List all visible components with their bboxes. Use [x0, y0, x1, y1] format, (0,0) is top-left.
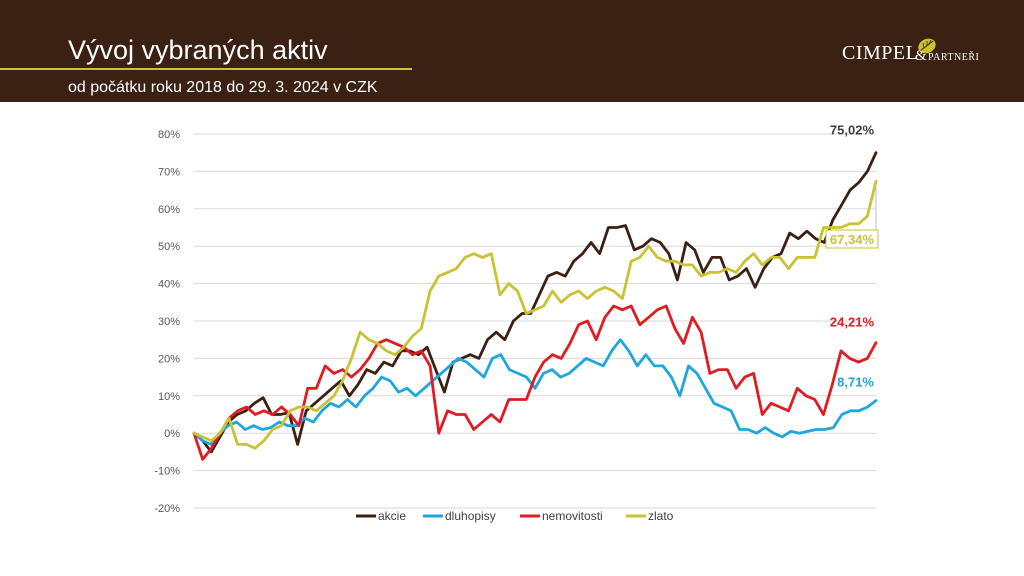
y-tick-label: -20%	[154, 503, 180, 515]
chart-legend: akcie dluhopisy nemovitosti zlato	[356, 509, 674, 523]
y-axis-ticks: -20% -10% 0% 10% 20% 30% 40% 50% 60% 70% 80%	[154, 129, 180, 515]
end-label-akcie: 75,02%	[830, 123, 875, 138]
slide-title: Vývoj vybraných aktiv	[68, 35, 328, 65]
end-value-labels: 75,02% 8,71% 24,21% 67,34%	[825, 123, 879, 390]
end-label-nemovitosti: 24,21%	[830, 315, 875, 330]
chart-series	[192, 151, 878, 461]
y-tick-label: 60%	[158, 204, 180, 216]
y-tick-label: 40%	[158, 279, 180, 291]
end-label-box	[825, 229, 879, 249]
series-line-nemovitosti	[192, 304, 878, 461]
y-tick-label: 50%	[158, 241, 180, 253]
leaf-icon	[918, 38, 936, 54]
legend-label-dluhopisy: dluhopisy	[445, 509, 496, 523]
y-tick-label: 70%	[158, 166, 180, 178]
end-label-dluhopisy: 8,71%	[837, 375, 874, 390]
series-line-dluhopisy	[192, 338, 878, 446]
company-logo: CIMPEL & PARTNEŘI	[842, 38, 992, 72]
y-tick-label: 10%	[158, 391, 180, 403]
logo-ampersand: &	[915, 48, 927, 64]
legend-label-akcie: akcie	[378, 509, 406, 523]
legend-label-nemovitosti: nemovitosti	[542, 509, 603, 523]
y-tick-label: 80%	[158, 129, 180, 141]
y-tick-label: 30%	[158, 316, 180, 328]
title-underline	[0, 68, 412, 70]
logo-partners: PARTNEŘI	[928, 52, 980, 63]
end-label-zlato: 67,34%	[830, 232, 875, 247]
y-tick-label: -10%	[154, 466, 180, 478]
y-tick-label: 0%	[164, 428, 180, 440]
legend-label-zlato: zlato	[648, 509, 674, 523]
slide-header: Vývoj vybraných aktiv od počátku roku 20…	[0, 0, 1024, 102]
chart-gridlines	[194, 133, 876, 509]
y-tick-label: 20%	[158, 353, 180, 365]
logo-wordmark: CIMPEL	[842, 42, 919, 64]
series-line-akcie	[192, 151, 878, 454]
slide-subtitle: od počátku roku 2018 do 29. 3. 2024 v CZ…	[68, 79, 378, 96]
series-line-zlato	[192, 179, 878, 450]
